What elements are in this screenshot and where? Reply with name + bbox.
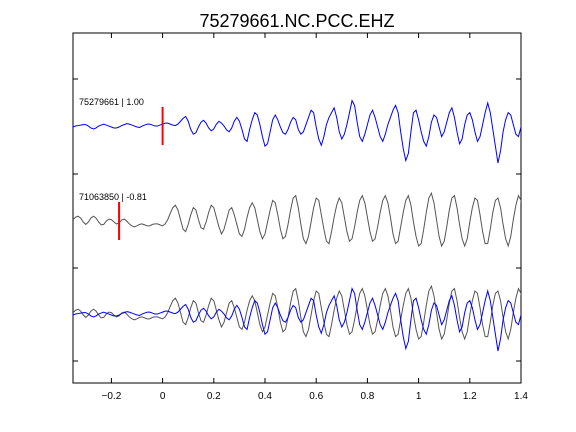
trace-line-0 [73, 99, 521, 164]
x-tick-label-7: 1.2 [463, 391, 477, 402]
trace-layer [73, 99, 521, 352]
chart-title: 75279661.NC.PCC.EHZ [199, 11, 394, 31]
trace-labels: 75279661 | 1.00 71063850 | -0.81 [79, 97, 147, 202]
plot-area-frame [72, 32, 522, 384]
trace-label-0: 75279661 | 1.00 [79, 97, 144, 107]
x-tick-label-1: 0 [160, 391, 166, 402]
x-tick-label-2: 0.2 [207, 391, 221, 402]
x-tick-label-8: 1.4 [514, 391, 528, 402]
x-tick-label-0: −0.2 [102, 391, 122, 402]
x-ticks: −0.2 0 0.2 0.4 0.6 0.8 1 1.2 1.4 [102, 33, 528, 402]
y-ticks [73, 78, 521, 362]
x-tick-label-6: 1 [416, 391, 422, 402]
overlay-trace-1 [73, 284, 521, 341]
trace-line-1 [73, 191, 521, 248]
x-tick-label-4: 0.6 [309, 391, 323, 402]
trace-label-1: 71063850 | -0.81 [79, 192, 147, 202]
pick-markers [118, 107, 164, 240]
x-tick-label-3: 0.4 [258, 391, 272, 402]
overlay-trace-0 [73, 287, 521, 352]
x-tick-label-5: 0.8 [360, 391, 374, 402]
